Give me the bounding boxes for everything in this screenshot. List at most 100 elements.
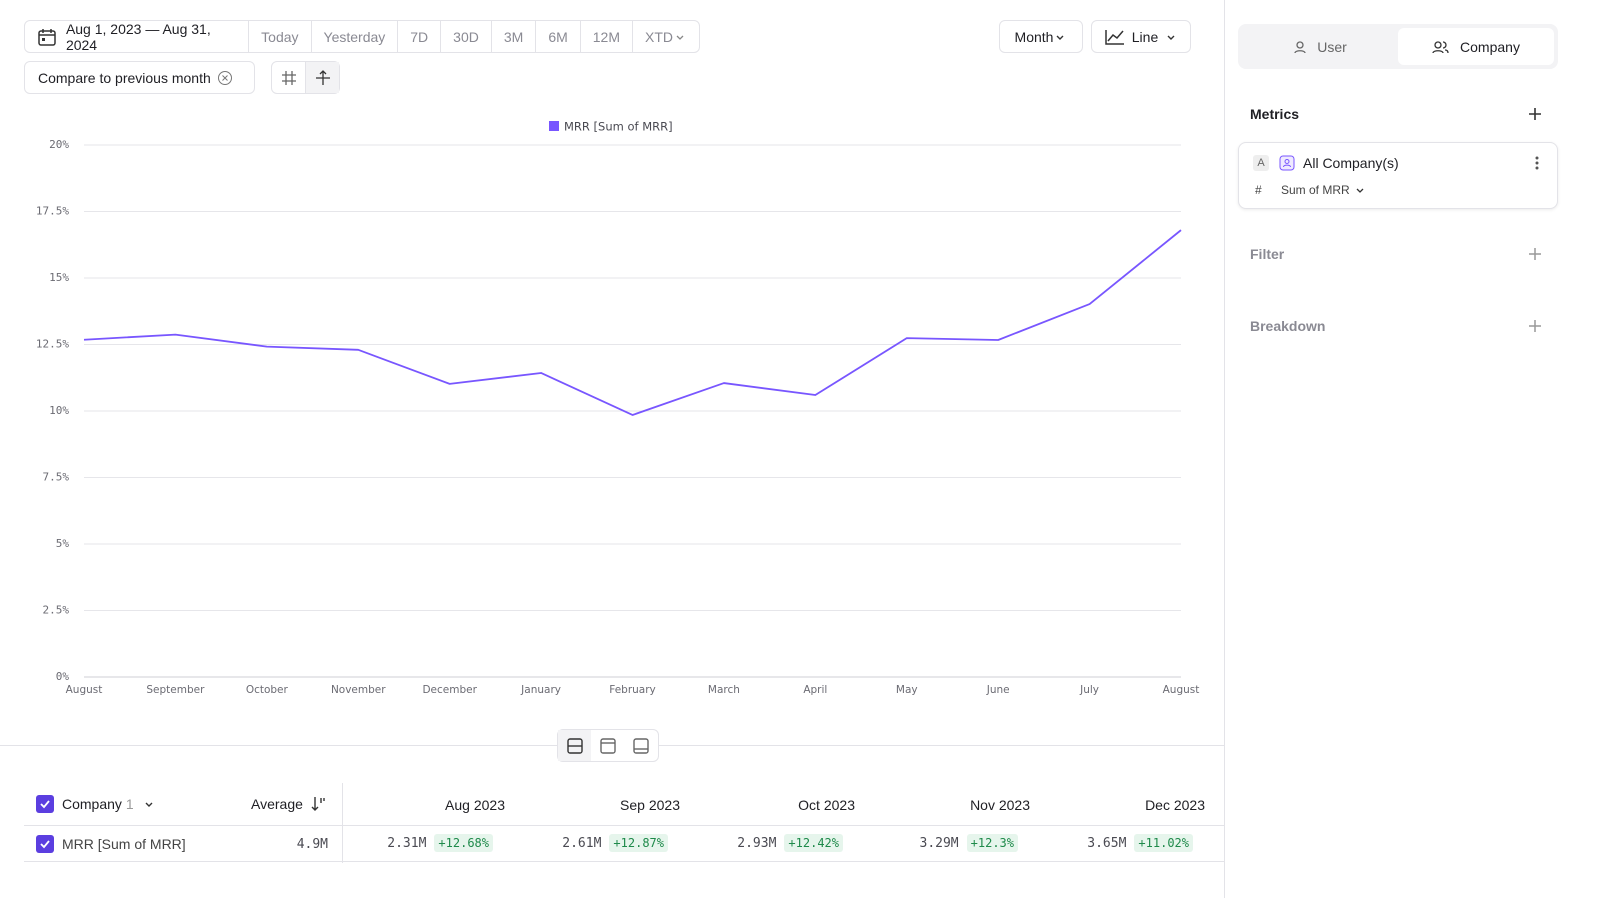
x-tick-label: February <box>609 684 656 696</box>
view-toggles <box>271 61 340 94</box>
layout-icon <box>633 737 650 754</box>
preset-label: 7D <box>410 28 429 45</box>
compare: Compare to previous month <box>38 69 211 86</box>
column-header: Sep 2023 <box>620 797 680 813</box>
layout-toggles <box>557 729 659 762</box>
x-tick-label: March <box>708 684 740 696</box>
average-label: Average <box>251 796 303 812</box>
preset[interactable]: XTD <box>632 21 699 52</box>
chart-kind: Line <box>1131 28 1159 45</box>
x-tick-label: December <box>422 684 477 696</box>
legend-swatch <box>549 121 559 131</box>
tab-label: User <box>1317 38 1347 55</box>
preset-label: XTD <box>645 28 673 45</box>
tab-user[interactable]: User <box>1242 28 1398 65</box>
metric-card[interactable]: A All Company(s) # Sum of MRR <box>1238 142 1558 209</box>
preset-label: Today <box>261 28 299 45</box>
hash-icon: # <box>1255 183 1262 197</box>
layout-split[interactable] <box>558 730 592 761</box>
chevron <box>676 35 684 40</box>
chart-kind-dropdown[interactable]: Line <box>1091 20 1191 53</box>
user-icon <box>1294 40 1306 53</box>
add-filter[interactable] <box>1527 246 1543 262</box>
column-header: Dec 2023 <box>1145 797 1205 813</box>
legend-label: MRR [Sum of MRR] <box>564 120 673 134</box>
cell: 3.29M +12.3% <box>855 834 1018 852</box>
cell: 3.65M +11.02% <box>1030 834 1193 852</box>
annotation-toggle[interactable] <box>305 62 339 93</box>
filter-heading: Filter <box>1250 246 1285 262</box>
y-tick-label: 12.5% <box>36 338 69 351</box>
x-tick-label: November <box>331 684 386 696</box>
x-tick-label: July <box>1079 684 1099 696</box>
divider <box>24 825 1224 826</box>
clear-icon[interactable] <box>217 70 233 86</box>
preset-label: 30D <box>453 28 479 45</box>
checkbox[interactable] <box>36 795 54 813</box>
cell: 2.61M +12.87% <box>505 834 668 852</box>
preset[interactable]: 7D <box>397 21 440 52</box>
group-header[interactable]: Company 1 <box>36 795 156 813</box>
interval: Month <box>1014 28 1054 45</box>
cell-value: 3.65M <box>1087 835 1127 851</box>
line-icon <box>1105 29 1124 45</box>
metric-letter: A <box>1253 155 1269 171</box>
preset[interactable]: 3M <box>490 21 535 52</box>
check <box>40 840 50 849</box>
x-tick-label: September <box>146 684 205 696</box>
calendar-icon <box>38 28 56 46</box>
cell-change: +12.3% <box>966 834 1018 852</box>
y-tick-label: 0% <box>56 670 70 683</box>
series-line <box>83 229 1182 416</box>
layout-chart[interactable] <box>591 730 624 761</box>
layout-icon <box>566 737 583 754</box>
preset[interactable]: Today <box>248 21 310 52</box>
x-tick-label: April <box>803 684 827 696</box>
add-metric[interactable] <box>1527 106 1543 122</box>
x-tick-label: January <box>520 684 561 696</box>
average-header[interactable]: Average <box>251 795 327 813</box>
add-breakdown[interactable] <box>1527 318 1543 334</box>
compare-button[interactable]: Compare to previous month <box>24 61 255 94</box>
divider <box>342 783 343 863</box>
table: Company 1 Average MRR [Sum of MRR] 4.9M A… <box>0 783 1224 863</box>
date-range-bar: Aug 1, 2023 — Aug 31, 2024 Today Yesterda… <box>24 20 700 53</box>
chevron <box>1056 35 1064 40</box>
preset[interactable]: Yesterday <box>310 21 398 52</box>
tab-company[interactable]: Company <box>1398 28 1554 65</box>
cell-change: +11.02% <box>1134 834 1193 852</box>
x-tick-label: June <box>986 684 1010 696</box>
grid-toggle[interactable] <box>272 62 305 93</box>
y-tick-label: 17.5% <box>36 205 69 218</box>
preset[interactable]: 30D <box>440 21 491 52</box>
preset-label: 6M <box>548 28 568 45</box>
preset[interactable]: 6M <box>535 21 579 52</box>
column-header: Oct 2023 <box>798 797 855 813</box>
layout-table[interactable] <box>625 730 658 761</box>
date-picker[interactable]: Aug 1, 2023 — Aug 31, 2024 <box>25 21 248 53</box>
count: 1 <box>125 796 134 812</box>
x-tick-label: May <box>896 684 918 696</box>
metric-name: All Company(s) <box>1303 155 1399 171</box>
tab-label: Company <box>1460 38 1520 55</box>
row-name: MRR [Sum of MRR] <box>62 836 186 852</box>
preset[interactable]: 12M <box>579 21 632 52</box>
row-label: MRR [Sum of MRR] <box>36 835 186 853</box>
entity-toggle: User Company <box>1238 24 1558 69</box>
column-header: Aug 2023 <box>445 797 505 813</box>
y-tick-label: 7.5% <box>43 471 70 484</box>
users-icon <box>1432 40 1449 53</box>
company-icon <box>1279 155 1295 171</box>
divider <box>24 861 1224 862</box>
sort-icon <box>311 797 325 811</box>
interval-dropdown[interactable]: Month <box>999 20 1083 53</box>
checkbox[interactable] <box>36 835 54 853</box>
layout-icon <box>600 737 616 754</box>
chevron <box>145 802 153 807</box>
y-tick-label: 5% <box>56 537 70 550</box>
x-tick-label: October <box>246 684 289 696</box>
cell-change: +12.68% <box>434 834 493 852</box>
more-icon[interactable] <box>1535 155 1539 171</box>
measure-dropdown[interactable]: # Sum of MRR <box>1255 183 1366 197</box>
